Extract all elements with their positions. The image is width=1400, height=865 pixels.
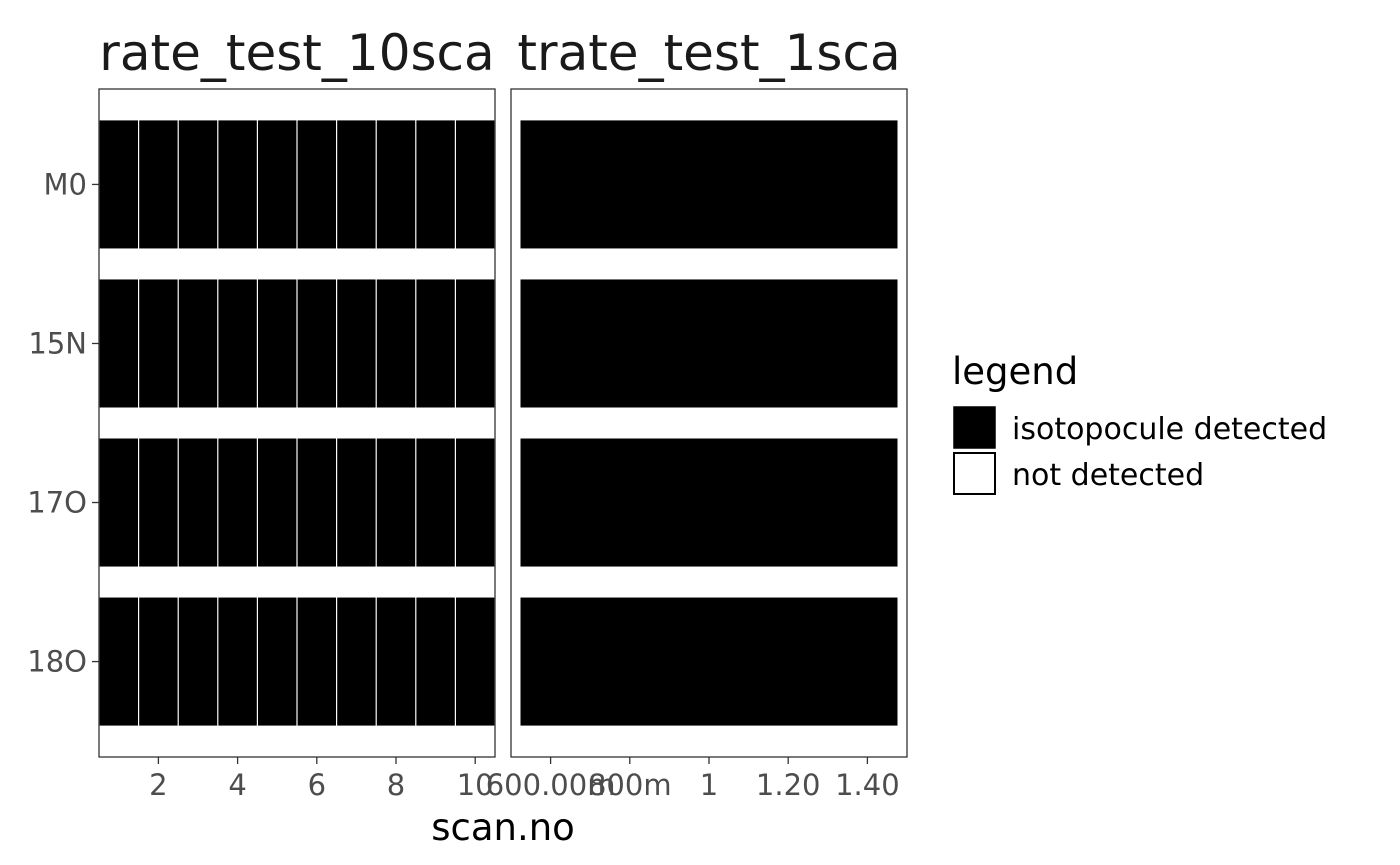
heatmap-tile (139, 438, 178, 567)
legend-key-detected (953, 406, 996, 449)
x-tick-label: 1.20 (756, 768, 821, 802)
heatmap-tile (297, 597, 337, 726)
heatmap-tile (455, 438, 495, 567)
legend-label-not-detected: not detected (1012, 458, 1204, 493)
heatmap-tile (455, 597, 495, 726)
heatmap-tile (376, 438, 416, 567)
heatmap-tile (178, 279, 218, 408)
heatmap-tile (99, 120, 139, 249)
facet-title: trate_test_1sca (517, 24, 900, 82)
heatmap-tile (520, 279, 898, 408)
heatmap-tile (455, 279, 495, 408)
x-tick-label: 10 (457, 768, 494, 802)
heatmap-tile (337, 438, 376, 567)
y-tick-label: M0 (44, 167, 87, 201)
legend-title: legend (952, 350, 1078, 393)
heatmap-tile (139, 279, 178, 408)
heatmap-tile (139, 120, 178, 249)
heatmap-tile (416, 438, 455, 567)
heatmap-tile (218, 279, 257, 408)
tile-layer (99, 120, 495, 726)
legend-label-detected: isotopocule detected (1012, 412, 1327, 447)
heatmap-tile (376, 597, 416, 726)
heatmap-tile (218, 438, 257, 567)
heatmap-tile (218, 597, 257, 726)
heatmap-tile (257, 120, 297, 249)
heatmap-tile (416, 597, 455, 726)
heatmap-tile (416, 279, 455, 408)
heatmap-tile (337, 120, 376, 249)
x-axis-title: scan.no (431, 806, 575, 849)
heatmap-tile (376, 120, 416, 249)
heatmap-tile (257, 279, 297, 408)
heatmap-tile (218, 120, 257, 249)
heatmap-tile (99, 597, 139, 726)
heatmap-tile (376, 279, 416, 408)
heatmap-tile (520, 438, 898, 567)
heatmap-tile (520, 597, 898, 726)
x-tick-label: 600.00m (486, 768, 616, 802)
heatmap-tile (178, 438, 218, 567)
heatmap-tile (139, 597, 178, 726)
heatmap-tile (99, 438, 139, 567)
x-tick-label: 2 (149, 768, 167, 802)
heatmap-tile (178, 120, 218, 249)
y-tick-label: 15N (28, 326, 87, 360)
x-tick-label: 8 (387, 768, 405, 802)
x-tick-label: 800m (588, 768, 672, 802)
x-tick-label: 6 (308, 768, 326, 802)
heatmap-tile (520, 120, 898, 249)
x-tick-label: 1.40 (835, 768, 900, 802)
facet-panel-1: rate_test_10sca 2 4 6 8 10 (98, 24, 496, 802)
x-tick-label: 4 (228, 768, 246, 802)
heatmap-tile (416, 120, 455, 249)
heatmap-tile (257, 438, 297, 567)
heatmap-tile (178, 597, 218, 726)
panel-border (98, 88, 496, 758)
facet-title: rate_test_10sca (99, 24, 494, 82)
heatmap-tile (99, 279, 139, 408)
x-tick-label: 1 (700, 768, 718, 802)
heatmap-tile (297, 279, 337, 408)
heatmap-tile (337, 597, 376, 726)
y-tick-label: 17O (27, 486, 87, 520)
legend: legend isotopocule detected not detected (952, 350, 1327, 495)
y-tick-label: 18O (27, 645, 87, 679)
heatmap-tile (297, 438, 337, 567)
tile-layer (520, 120, 898, 726)
legend-key-not-detected (953, 452, 996, 495)
heatmap-tile (297, 120, 337, 249)
heatmap-tile (257, 597, 297, 726)
heatmap-tile (455, 120, 495, 249)
heatmap-tile (337, 279, 376, 408)
